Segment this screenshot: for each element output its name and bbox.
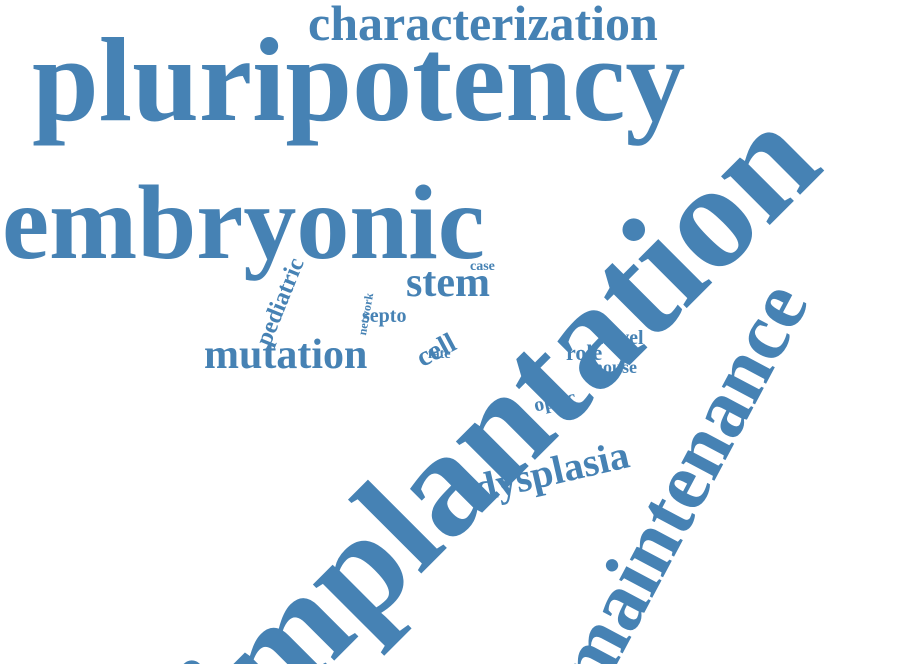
word-mouse: mouse: [588, 357, 637, 377]
word-septo: septo: [362, 305, 407, 327]
word-role: role: [566, 340, 603, 365]
word-characterization: characterization: [308, 0, 658, 51]
word-fate: fate: [428, 347, 451, 362]
word-pluripotency: pluripotency: [32, 13, 686, 146]
word-case: case: [470, 259, 495, 274]
word-embryonic: embryonic: [2, 164, 485, 281]
word-mutation: mutation: [204, 332, 368, 378]
word-stem: stem: [406, 260, 490, 306]
word-novel: novel: [598, 327, 644, 349]
